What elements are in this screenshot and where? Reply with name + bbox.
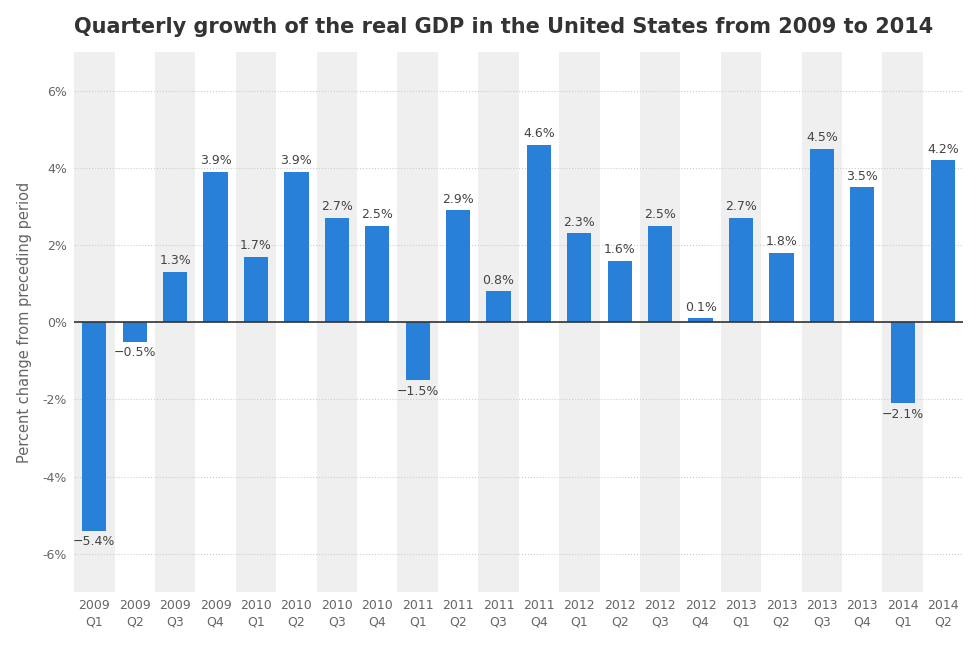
Text: 2.3%: 2.3% [564,216,595,229]
Bar [883,52,923,592]
Text: 2.7%: 2.7% [320,201,353,213]
Bar [931,160,956,322]
Bar [761,52,802,592]
Text: 0.1%: 0.1% [685,301,716,313]
Text: 2.5%: 2.5% [644,208,676,221]
Bar [357,52,398,592]
Bar [518,52,560,592]
Bar [236,52,276,592]
Bar [567,233,592,322]
Bar [276,52,317,592]
Bar [317,52,357,592]
Bar [486,292,511,322]
Bar [204,172,227,322]
Bar [244,257,269,322]
Bar [600,52,640,592]
Bar [82,322,107,531]
Text: 1.8%: 1.8% [765,235,798,248]
Bar [680,52,721,592]
Bar [689,319,712,322]
Text: Quarterly growth of the real GDP in the United States from 2009 to 2014: Quarterly growth of the real GDP in the … [74,17,933,37]
Text: 1.3%: 1.3% [160,254,191,268]
Bar [366,226,389,322]
Bar [802,52,842,592]
Bar [842,52,883,592]
Bar [891,322,914,403]
Text: 3.9%: 3.9% [280,154,313,167]
Bar [560,52,600,592]
Text: 4.2%: 4.2% [927,143,959,155]
Bar [122,322,147,342]
Bar [769,253,794,322]
Bar [478,52,518,592]
Bar [74,52,115,592]
Text: 3.5%: 3.5% [847,170,878,183]
Text: 2.7%: 2.7% [725,201,757,213]
Bar [195,52,236,592]
Text: 1.6%: 1.6% [604,243,636,256]
Bar [446,210,470,322]
Text: 2.9%: 2.9% [442,193,474,206]
Bar [163,272,187,322]
Text: 1.7%: 1.7% [240,239,271,252]
Bar [284,172,309,322]
Y-axis label: Percent change from preceding period: Percent change from preceding period [17,182,31,463]
Bar [406,322,430,380]
Bar [648,226,672,322]
Bar [438,52,478,592]
Bar [527,144,551,322]
Bar [115,52,155,592]
Text: 4.5%: 4.5% [806,131,838,144]
Bar [324,218,349,322]
Bar [809,148,834,322]
Bar [155,52,195,592]
Bar [608,261,632,322]
Text: −1.5%: −1.5% [397,385,439,398]
Text: −0.5%: −0.5% [114,346,156,359]
Text: 3.9%: 3.9% [200,154,231,167]
Text: 0.8%: 0.8% [482,273,514,287]
Bar [721,52,761,592]
Text: 4.6%: 4.6% [523,127,555,140]
Text: −5.4%: −5.4% [74,535,116,548]
Bar [640,52,680,592]
Bar [851,187,874,322]
Bar [923,52,963,592]
Text: −2.1%: −2.1% [882,408,924,421]
Bar [729,218,754,322]
Text: 2.5%: 2.5% [362,208,393,221]
Bar [398,52,438,592]
